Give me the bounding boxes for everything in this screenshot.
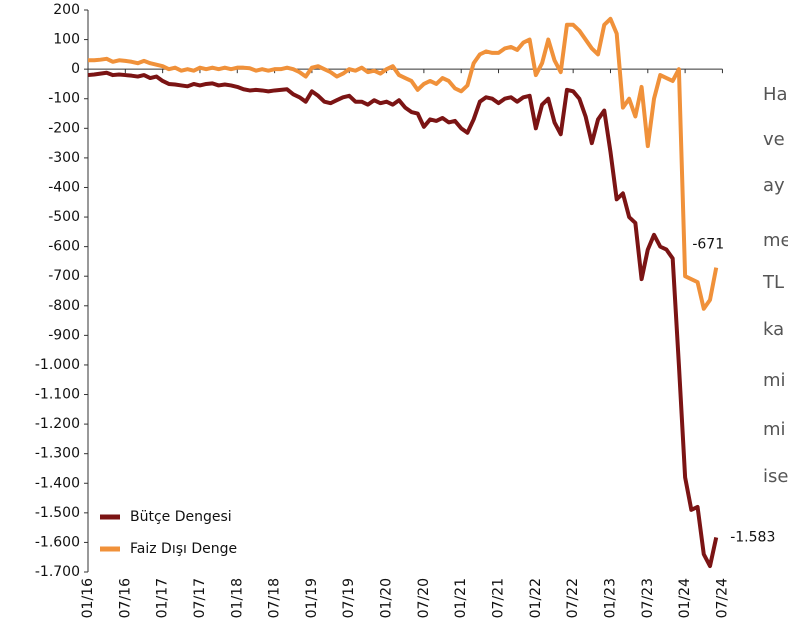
x-tick-label: 01/18 xyxy=(229,578,245,618)
y-tick-label: 100 xyxy=(53,32,80,48)
y-tick-label: -1.700 xyxy=(35,564,80,580)
x-tick-label: 07/21 xyxy=(491,578,507,618)
x-tick-label: 07/19 xyxy=(341,578,357,618)
y-tick-label: -100 xyxy=(48,91,80,107)
y-tick-label: -300 xyxy=(48,150,80,166)
y-tick-label: -1.100 xyxy=(35,387,80,403)
series-line xyxy=(87,70,719,569)
side-text: ve xyxy=(763,129,785,150)
y-tick-label: -1.200 xyxy=(35,416,80,432)
side-text: mi xyxy=(763,370,786,391)
side-text: Ha xyxy=(763,84,788,105)
y-tick-label: -700 xyxy=(48,268,80,284)
x-tick-label: 01/19 xyxy=(304,578,320,618)
y-tick-label: -600 xyxy=(48,239,80,255)
x-tick-label: 01/22 xyxy=(528,578,544,618)
x-tick-label: 01/16 xyxy=(80,578,96,618)
y-tick-label: 0 xyxy=(71,61,80,77)
y-tick-label: 200 xyxy=(53,2,80,18)
y-tick-label: -200 xyxy=(48,120,80,136)
y-tick-label: -1.300 xyxy=(35,446,80,462)
x-tick-label: 07/22 xyxy=(565,578,581,618)
side-text: me xyxy=(763,230,788,251)
x-tick-label: 01/17 xyxy=(155,578,171,618)
x-tick-label: 01/21 xyxy=(453,578,469,618)
side-text: ay xyxy=(763,175,785,196)
x-tick-label: 07/20 xyxy=(416,578,432,618)
data-label: -1.583 xyxy=(730,529,775,545)
x-tick-label: 01/23 xyxy=(602,578,618,618)
y-tick-label: -1.400 xyxy=(35,475,80,491)
legend-label: Faiz Dışı Denge xyxy=(130,541,237,557)
side-text: ise xyxy=(763,466,788,487)
x-tick-label: 07/23 xyxy=(640,578,656,618)
data-label: -671 xyxy=(692,237,724,253)
x-tick-label: 07/18 xyxy=(267,578,283,618)
y-tick-label: -900 xyxy=(48,327,80,343)
y-tick-label: -1.000 xyxy=(35,357,80,373)
x-tick-label: 07/16 xyxy=(117,578,133,618)
side-text: mi xyxy=(763,419,786,440)
x-tick-label: 01/20 xyxy=(379,578,395,618)
x-tick-label: 07/24 xyxy=(714,578,730,618)
x-tick-label: 07/17 xyxy=(192,578,208,618)
side-text: ka xyxy=(763,319,784,340)
series-line xyxy=(88,16,719,311)
y-tick-label: -800 xyxy=(48,298,80,314)
y-tick-label: -400 xyxy=(48,179,80,195)
side-text: TL xyxy=(762,272,784,293)
x-tick-label: 01/24 xyxy=(677,578,693,618)
y-tick-label: -1.500 xyxy=(35,505,80,521)
y-tick-label: -1.600 xyxy=(35,534,80,550)
y-tick-label: -500 xyxy=(48,209,80,225)
legend-label: Bütçe Dengesi xyxy=(130,509,232,525)
